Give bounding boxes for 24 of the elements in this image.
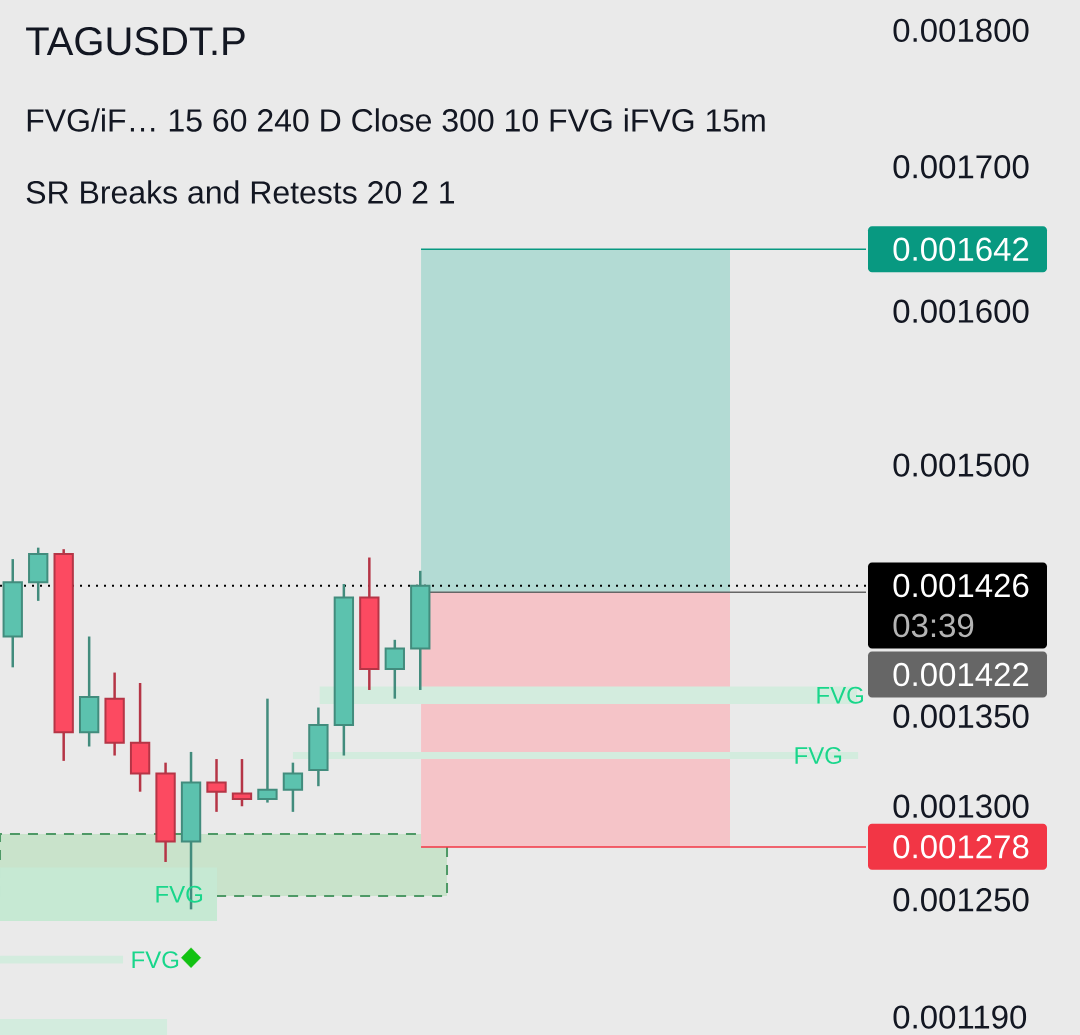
text: TAGUSDT.P (26, 27, 245, 56)
y-tick-label: 0.001190 (893, 1005, 1027, 1029)
ref-line-label: 0.001422 (893, 662, 1029, 687)
candlestick (257, 697, 278, 804)
band-label: FVG (795, 747, 842, 765)
y-tick-label: 0.001800 (893, 18, 1029, 43)
y-tick-label: 0.001700 (893, 155, 1029, 179)
y-tick-label: 0.001250 (893, 888, 1029, 912)
y-tick-label: 0.001350 (893, 704, 1029, 728)
candlestick (384, 638, 405, 700)
annotation: SR Breaks and Retests 20 2 1 (26, 180, 455, 204)
candlestick (282, 761, 304, 814)
ref-line-label: 0.001426 (893, 573, 1029, 598)
text: 03:39 (893, 613, 974, 638)
y-tick-label: 0.001600 (893, 299, 1029, 323)
candlestick (231, 757, 253, 808)
band-label: FVG (817, 686, 864, 704)
y-tick-label: 0.001500 (893, 453, 1029, 477)
text: FVG/iF… 15 60 240 D Close 300 10 FVG iFVG 15m (27, 108, 765, 132)
ref-line-label: 0.001278 (893, 835, 1029, 859)
band-label: FVG (132, 951, 179, 969)
ref-line-label: 0.001642 (893, 237, 1029, 261)
candlestick (206, 757, 227, 814)
y-tick-label: 0.001300 (893, 794, 1029, 818)
